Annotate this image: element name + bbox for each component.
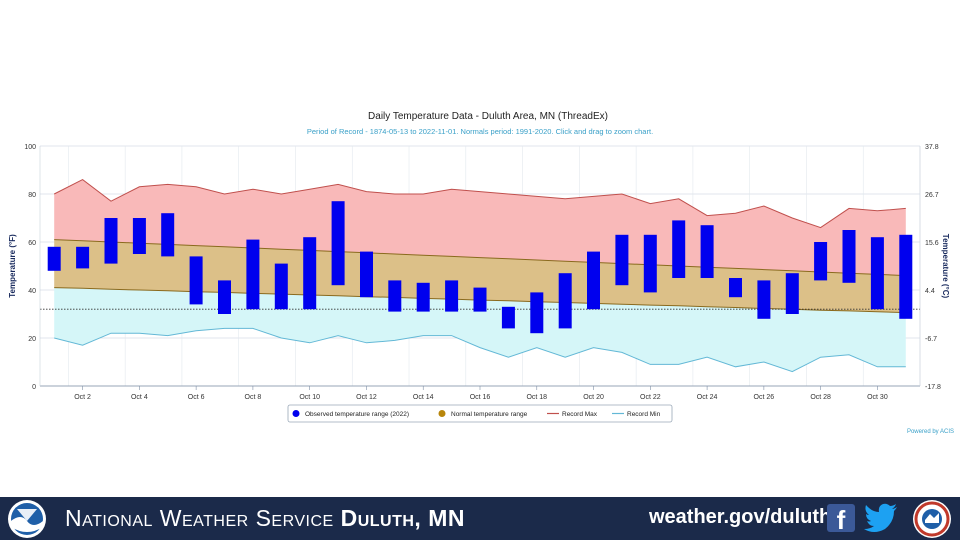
x-tick-label: Oct 20 [583,394,604,401]
weather-ready-nation-logo [913,500,951,538]
x-tick-label: Oct 12 [356,394,377,401]
observed-range-bar [899,234,913,319]
x-tick-label: Oct 10 [299,394,320,401]
y-tick-label-left: 60 [28,240,36,247]
twitter-icon[interactable] [864,503,898,533]
x-tick-label: Oct 22 [640,394,661,401]
y-tick-label-left: 0 [32,384,36,391]
observed-range-bar [388,280,402,312]
x-tick-label: Oct 16 [470,394,491,401]
observed-range-bar [870,237,884,310]
observed-range-bar [104,218,118,264]
x-tick-label: Oct 14 [413,394,434,401]
observed-range-bar [331,201,345,286]
legend-item-label: Record Max [562,411,598,418]
y-tick-label-right: -17.8 [925,384,941,391]
y-tick-label-left: 40 [28,288,36,295]
y-tick-label-right: 15.6 [925,240,939,247]
footer-title: National Weather Service Duluth, MN [65,505,465,532]
record-min-line [54,327,906,373]
chart-subtitle: Period of Record - 1874-05-13 to 2022-11… [307,127,653,136]
observed-range-bar [303,237,317,310]
x-tick-label: Oct 24 [697,394,718,401]
x-tick-label: Oct 26 [754,394,775,401]
record-max-line [53,179,906,229]
x-tick-label: Oct 30 [867,394,888,401]
facebook-icon[interactable]: f [827,504,855,532]
chart-y-axis-label-right: Temperature (°C) [941,234,950,299]
x-tick-label: Oct 28 [810,394,831,401]
chart-y-axis-label-left: Temperature (°F) [8,234,17,298]
observed-range-bar [161,213,175,257]
observed-range-bar [643,234,657,293]
observed-range-bar [76,246,90,269]
record-max-area [54,179,906,276]
observed-range-bar [501,306,515,329]
observed-range-bar [218,280,231,314]
legend-item-label: Normal temperature range [451,411,528,418]
legend-box [287,404,673,423]
chart-title: Daily Temperature Data - Duluth Area, MN… [368,111,608,122]
acis-credit[interactable]: Powered by ACIS [907,429,954,435]
y-tick-label-left: 80 [28,192,36,199]
legend-item-label: Record Min [627,411,661,418]
x-tick-label: Oct 2 [74,394,91,401]
footer-title-regular: National Weather Service [65,505,341,531]
observed-range-bar [814,242,828,281]
footer-url[interactable]: weather.gov/duluth [649,506,832,528]
normal-high-line [54,239,906,277]
observed-range-bar [47,246,61,271]
observed-range-bar [246,239,260,310]
observed-range-bar [785,273,799,314]
noaa-logo [8,500,46,538]
normal-range-area [54,239,906,313]
record-min-area [54,287,906,372]
x-tick-label: Oct 6 [188,394,205,401]
observed-range-bar [587,251,600,310]
legend-marker [438,410,446,417]
x-tick-label: Oct 8 [245,394,262,401]
observed-range-bar [416,282,430,312]
observed-range-bar [189,256,203,305]
observed-range-bar [132,218,146,254]
y-tick-label-left: 20 [28,336,36,343]
x-tick-label: Oct 18 [526,394,547,401]
observed-range-bar [558,273,572,329]
legend-marker [292,410,300,417]
y-tick-label-right: 37.8 [925,144,939,151]
observed-range-bar [473,287,487,312]
observed-range-bar [274,263,288,310]
y-tick-label-right: 4.4 [925,288,935,295]
legend-item-label: Observed temperature range (2022) [305,411,409,418]
observed-range-bar [445,280,459,312]
observed-range-bar [842,230,856,283]
footer-banner: National Weather Service Duluth, MN weat… [0,497,960,540]
observed-range-bar [530,292,544,334]
y-tick-label-right: -6.7 [925,336,937,343]
observed-range-bar [700,225,714,278]
y-tick-label-right: 26.7 [925,192,939,199]
footer-title-bold: Duluth, MN [340,505,465,531]
y-tick-label-left: 100 [24,144,36,151]
observed-range-bar [672,220,686,278]
observed-range-bar [757,280,771,319]
x-tick-label: Oct 4 [131,394,148,401]
observed-range-bar [360,251,373,298]
observed-range-bar [615,234,629,286]
observed-range-bar [729,278,742,298]
